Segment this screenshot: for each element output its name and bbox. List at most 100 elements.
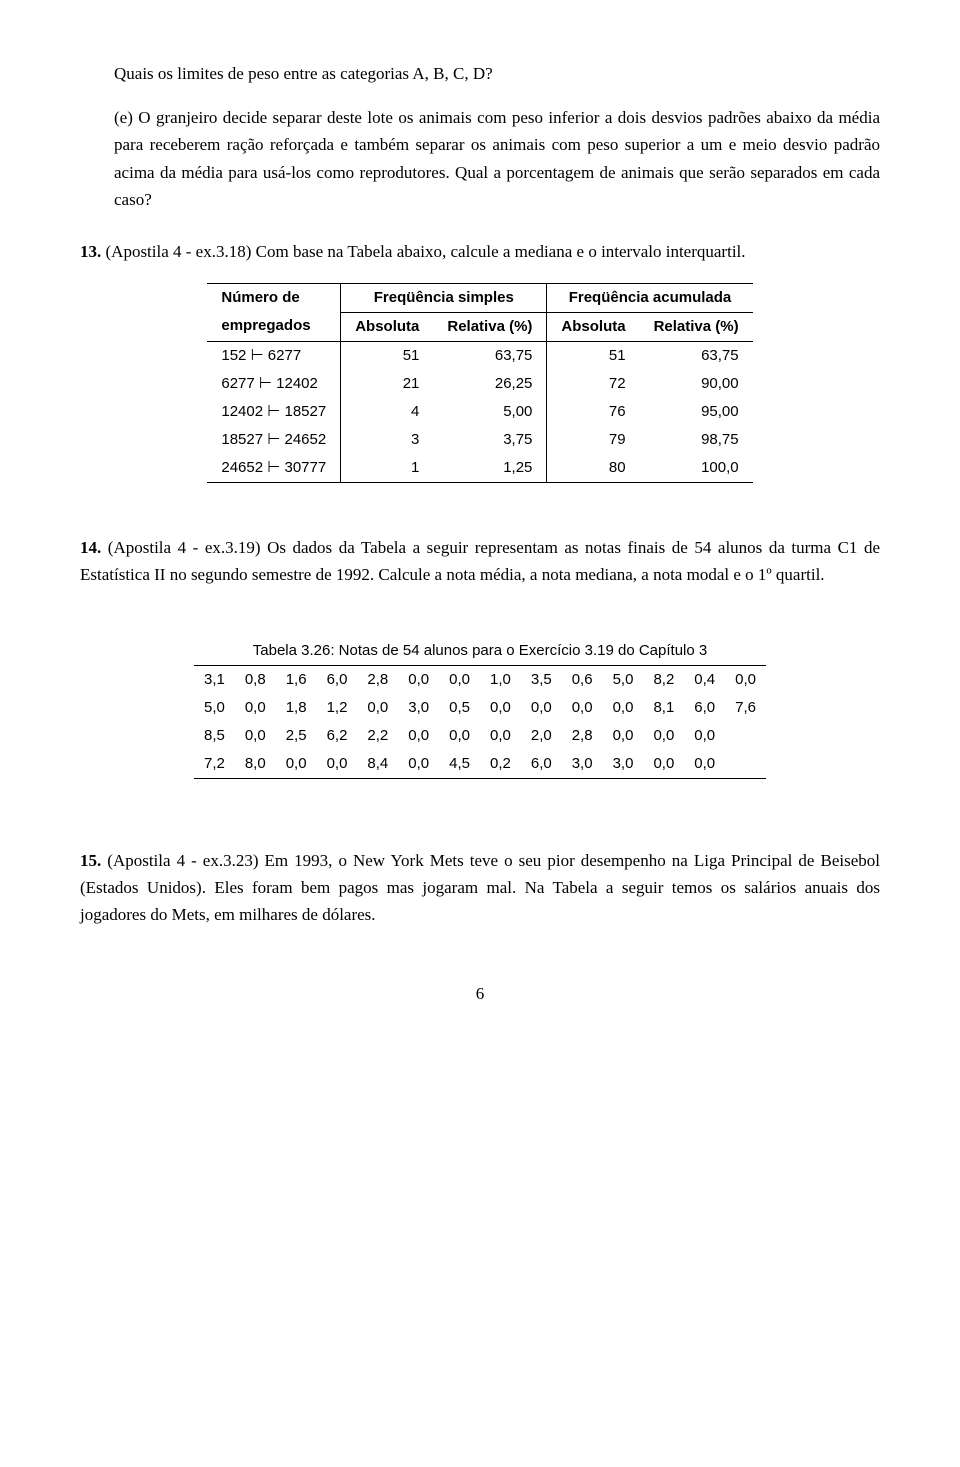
col-header-group-acumulada: Freqüência acumulada	[547, 283, 753, 312]
table-row: 5,0 0,0 1,8 1,2 0,0 3,0 0,5 0,0 0,0 0,0 …	[194, 694, 766, 722]
cell: 0,6	[562, 666, 603, 695]
table-row: 12402 ⊢ 18527 4 5,00 76 95,00	[207, 398, 752, 426]
cell: 0,0	[643, 750, 684, 779]
col-header-numero-1: Número de	[207, 283, 340, 312]
cell: 0,0	[521, 694, 562, 722]
cell	[725, 750, 766, 779]
cell-Fa: 79	[547, 426, 640, 454]
cell: 0,0	[439, 722, 480, 750]
cell: 0,0	[480, 722, 521, 750]
problem-13: 13. (Apostila 4 - ex.3.18) Com base na T…	[80, 238, 880, 265]
cell-fa: 3	[341, 426, 434, 454]
cell-fr: 1,25	[433, 454, 547, 483]
problem-15-text: (Apostila 4 - ex.3.23) Em 1993, o New Yo…	[80, 851, 880, 924]
page-number: 6	[80, 980, 880, 1007]
cell-Fr: 63,75	[640, 341, 753, 370]
cell-fr: 63,75	[433, 341, 547, 370]
cell: 6,0	[521, 750, 562, 779]
col-header-numero-2: empregados	[207, 312, 340, 341]
table-row: 3,1 0,8 1,6 6,0 2,8 0,0 0,0 1,0 3,5 0,6 …	[194, 666, 766, 695]
cell: 0,2	[480, 750, 521, 779]
cell: 0,0	[235, 694, 276, 722]
cell: 5,0	[603, 666, 644, 695]
cell: 0,0	[480, 694, 521, 722]
cell: 2,5	[276, 722, 317, 750]
cell: 3,0	[562, 750, 603, 779]
cell: 8,2	[643, 666, 684, 695]
cell-range: 18527 ⊢ 24652	[207, 426, 340, 454]
cell: 0,0	[643, 722, 684, 750]
cell	[725, 722, 766, 750]
cell-range: 24652 ⊢ 30777	[207, 454, 340, 483]
cell: 0,0	[398, 666, 439, 695]
cell-fa: 21	[341, 370, 434, 398]
col-header-rel-1: Relativa (%)	[433, 312, 547, 341]
problem-15-label: 15.	[80, 851, 101, 870]
cell: 0,0	[317, 750, 358, 779]
problem-14-label: 14.	[80, 538, 101, 557]
cell: 7,2	[194, 750, 235, 779]
table-row: 6277 ⊢ 12402 21 26,25 72 90,00	[207, 370, 752, 398]
cell-fr: 26,25	[433, 370, 547, 398]
cell: 1,8	[276, 694, 317, 722]
cell: 3,0	[603, 750, 644, 779]
question-limits: Quais os limites de peso entre as catego…	[80, 60, 880, 87]
cell: 2,0	[521, 722, 562, 750]
notes-table: 3,1 0,8 1,6 6,0 2,8 0,0 0,0 1,0 3,5 0,6 …	[194, 665, 766, 779]
cell-Fr: 98,75	[640, 426, 753, 454]
cell: 0,5	[439, 694, 480, 722]
cell: 8,1	[643, 694, 684, 722]
cell: 3,5	[521, 666, 562, 695]
frequency-table: Número de Freqüência simples Freqüência …	[207, 283, 752, 483]
cell: 0,4	[684, 666, 725, 695]
table-row: 7,2 8,0 0,0 0,0 8,4 0,0 4,5 0,2 6,0 3,0 …	[194, 750, 766, 779]
cell-Fa: 51	[547, 341, 640, 370]
item-e-text: O granjeiro decide separar deste lote os…	[114, 108, 880, 209]
cell: 1,2	[317, 694, 358, 722]
table-row: 152 ⊢ 6277 51 63,75 51 63,75	[207, 341, 752, 370]
col-header-group-simples: Freqüência simples	[341, 283, 547, 312]
table-row: 18527 ⊢ 24652 3 3,75 79 98,75	[207, 426, 752, 454]
cell: 4,5	[439, 750, 480, 779]
cell: 0,0	[725, 666, 766, 695]
cell: 2,8	[357, 666, 398, 695]
notes-table-wrap: Tabela 3.26: Notas de 54 alunos para o E…	[80, 639, 880, 779]
cell: 0,0	[603, 722, 644, 750]
cell: 0,0	[235, 722, 276, 750]
cell: 2,8	[562, 722, 603, 750]
notes-table-caption: Tabela 3.26: Notas de 54 alunos para o E…	[80, 639, 880, 663]
col-header-abs-1: Absoluta	[341, 312, 434, 341]
cell-Fa: 76	[547, 398, 640, 426]
problem-13-text: (Apostila 4 - ex.3.18) Com base na Tabel…	[106, 242, 746, 261]
problem-14-text: (Apostila 4 - ex.3.19) Os dados da Tabel…	[80, 538, 880, 584]
problem-15: 15. (Apostila 4 - ex.3.23) Em 1993, o Ne…	[80, 847, 880, 929]
cell: 6,0	[317, 666, 358, 695]
cell: 6,0	[684, 694, 725, 722]
cell: 0,0	[398, 750, 439, 779]
cell: 0,0	[603, 694, 644, 722]
cell-Fr: 90,00	[640, 370, 753, 398]
cell: 0,0	[357, 694, 398, 722]
table-row: 8,5 0,0 2,5 6,2 2,2 0,0 0,0 0,0 2,0 2,8 …	[194, 722, 766, 750]
cell: 8,5	[194, 722, 235, 750]
cell-fr: 5,00	[433, 398, 547, 426]
cell: 0,8	[235, 666, 276, 695]
cell: 0,0	[439, 666, 480, 695]
item-e: (e) O granjeiro decide separar deste lot…	[114, 104, 880, 213]
cell: 0,0	[562, 694, 603, 722]
cell-range: 6277 ⊢ 12402	[207, 370, 340, 398]
table-row: 24652 ⊢ 30777 1 1,25 80 100,0	[207, 454, 752, 483]
cell-Fr: 95,00	[640, 398, 753, 426]
cell: 0,0	[684, 722, 725, 750]
cell-Fa: 72	[547, 370, 640, 398]
cell-fa: 51	[341, 341, 434, 370]
cell-Fr: 100,0	[640, 454, 753, 483]
cell: 8,0	[235, 750, 276, 779]
cell: 5,0	[194, 694, 235, 722]
cell: 3,0	[398, 694, 439, 722]
cell: 3,1	[194, 666, 235, 695]
cell: 0,0	[684, 750, 725, 779]
cell-fa: 4	[341, 398, 434, 426]
problem-14: 14. (Apostila 4 - ex.3.19) Os dados da T…	[80, 534, 880, 588]
col-header-abs-2: Absoluta	[547, 312, 640, 341]
